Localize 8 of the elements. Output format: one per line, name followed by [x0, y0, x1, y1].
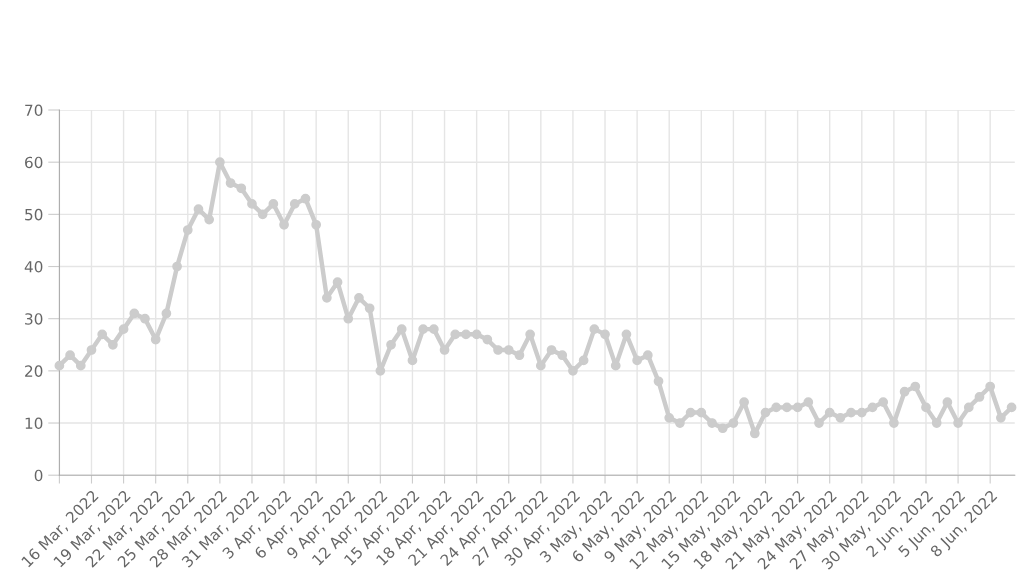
y-tick-label: 60: [25, 156, 43, 169]
y-tick-label: 10: [25, 417, 43, 430]
y-tick-label: 30: [25, 313, 43, 325]
y-tick-label: 70: [25, 104, 43, 117]
y-tick-label: 40: [24, 260, 43, 273]
y-tick-label: 50: [25, 208, 43, 221]
y-tick-label: 0: [34, 469, 43, 482]
y-tick-label: 20: [25, 365, 43, 377]
